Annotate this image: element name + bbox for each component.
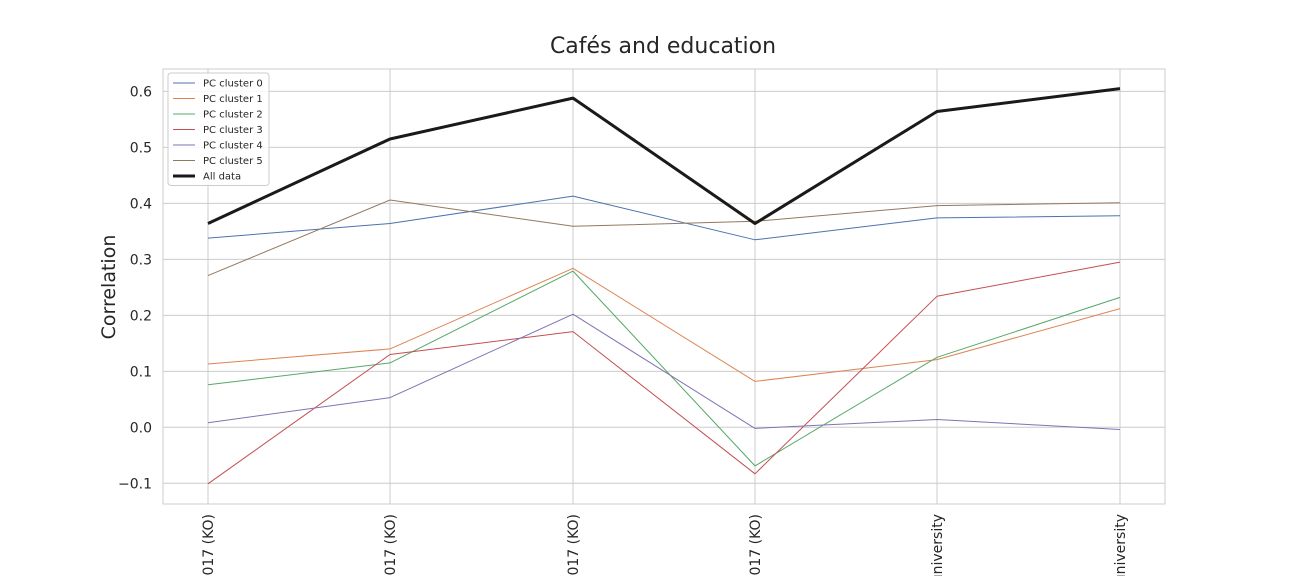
y-tick-label: 0.5: [130, 140, 152, 156]
y-tick-label: 0.1: [130, 364, 152, 380]
legend: PC cluster 0 PC cluster 1 PC cluster 2 PC c…: [167, 72, 270, 186]
legend-label: PC cluster 1: [203, 94, 263, 105]
plot-frame: [162, 68, 1166, 505]
legend-label: All data: [203, 172, 241, 183]
x-tick-label: university: [1113, 514, 1129, 576]
x-tick-labels: 017 (KO) 017 (KO) 017 (KO) 017 (KO) universi…: [201, 514, 1129, 576]
y-tick-labels: −0.1 0.0 0.1 0.2 0.3 0.4 0.5 0.6: [118, 84, 152, 492]
legend-label: PC cluster 3: [203, 125, 263, 136]
x-tick-label: 017 (KO): [566, 514, 582, 576]
series-lines: [207, 87, 1121, 485]
legend-label: PC cluster 5: [203, 156, 263, 167]
series-line-1: [207, 267, 1121, 382]
legend-label: PC cluster 0: [203, 79, 263, 90]
y-tick-label: 0.2: [130, 308, 152, 324]
x-tick-label: 017 (KO): [748, 514, 764, 576]
legend-label: PC cluster 2: [203, 110, 263, 121]
series-line-0: [207, 195, 1121, 241]
series-line-6: [207, 87, 1121, 225]
x-tick-label: 017 (KO): [383, 514, 399, 576]
x-tick-label: 017 (KO): [201, 514, 217, 576]
series-line-5: [207, 199, 1121, 277]
grid: [163, 69, 1165, 504]
series-line-3: [207, 261, 1121, 485]
y-tick-label: 0.0: [130, 420, 152, 436]
y-tick-label: −0.1: [118, 476, 152, 492]
y-tick-label: 0.3: [130, 252, 152, 268]
series-line-2: [207, 270, 1121, 467]
y-tick-label: 0.6: [130, 84, 152, 100]
series-line-4: [207, 313, 1121, 430]
legend-label: PC cluster 4: [203, 141, 263, 152]
y-axis-label: Correlation: [98, 235, 120, 340]
chart-title: Cafés and education: [550, 34, 776, 59]
y-tick-label: 0.4: [130, 196, 152, 212]
x-tick-label: university: [930, 514, 946, 576]
legend-box: [167, 72, 270, 186]
